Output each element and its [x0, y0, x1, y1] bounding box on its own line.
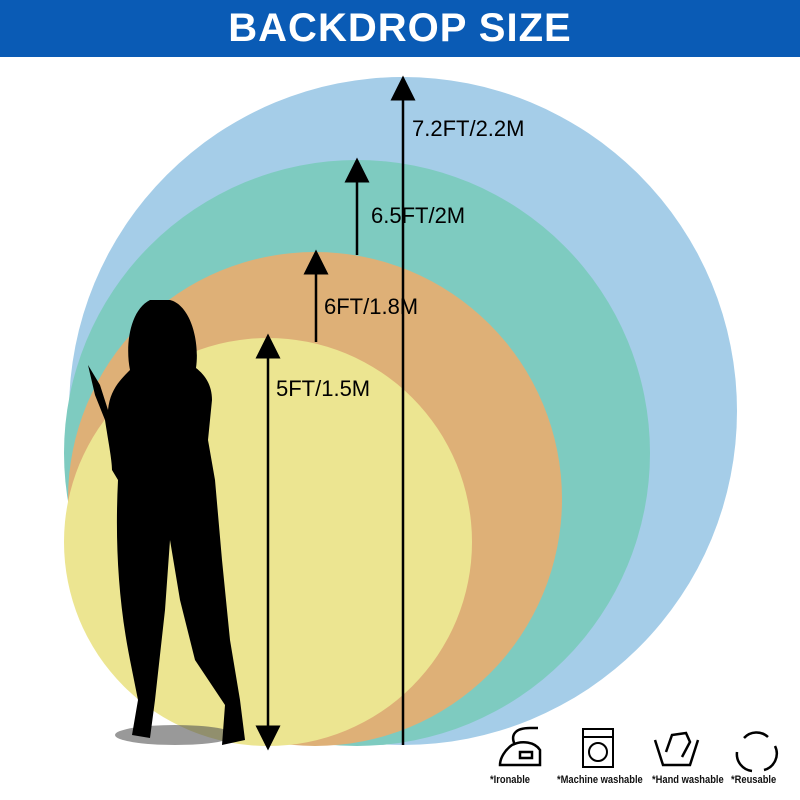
page-title: BACKDROP SIZE — [228, 6, 572, 50]
size-label: 5FT/1.5M — [276, 376, 370, 401]
care-label-reusable: *Reusable — [731, 774, 777, 786]
iron-icon — [498, 726, 542, 767]
recycle-icon — [735, 731, 778, 773]
washing-machine-icon — [582, 728, 614, 768]
person-silhouette — [88, 300, 245, 745]
size-label: 6.5FT/2M — [371, 203, 465, 228]
size-label: 7.2FT/2.2M — [412, 116, 524, 141]
hand-wash-icon — [653, 731, 700, 767]
header-banner: BACKDROP SIZE — [0, 0, 800, 57]
size-label: 6FT/1.8M — [324, 294, 418, 319]
care-label-hand-washable: *Hand washable — [652, 774, 724, 786]
care-label-machine-washable: *Machine washable — [557, 774, 643, 786]
care-label-ironable: *Ironable — [490, 774, 531, 786]
